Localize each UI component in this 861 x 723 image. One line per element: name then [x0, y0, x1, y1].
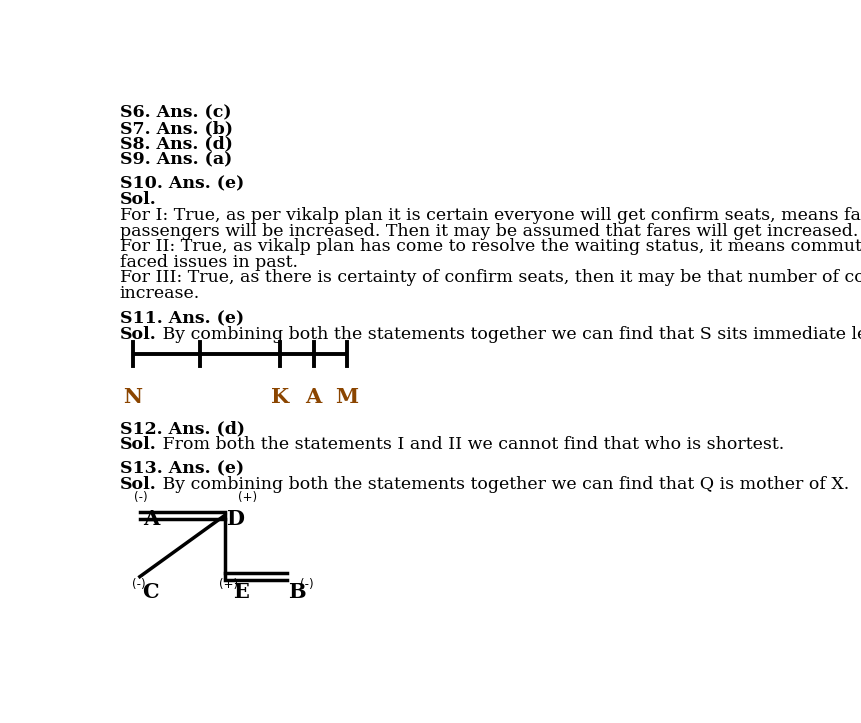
- Text: For II: True, as vikalp plan has come to resolve the waiting status, it means co: For II: True, as vikalp plan has come to…: [120, 238, 861, 255]
- Text: E: E: [232, 582, 248, 602]
- Text: Sol.: Sol.: [120, 476, 157, 494]
- Text: A: A: [143, 509, 159, 529]
- Text: (+): (+): [219, 578, 238, 591]
- Text: Sol.: Sol.: [120, 437, 157, 453]
- Text: By combining both the statements together we can find that S sits immediate left: By combining both the statements togethe…: [157, 326, 861, 343]
- Text: M: M: [335, 388, 358, 407]
- Text: For I: True, as per vikalp plan it is certain everyone will get confirm seats, m: For I: True, as per vikalp plan it is ce…: [120, 207, 861, 224]
- Text: S13. Ans. (e): S13. Ans. (e): [120, 461, 244, 478]
- Text: (-): (-): [132, 578, 146, 591]
- Text: S12. Ans. (d): S12. Ans. (d): [120, 421, 245, 438]
- Text: For III: True, as there is certainty of confirm seats, then it may be that numbe: For III: True, as there is certainty of …: [120, 270, 861, 286]
- Text: S7. Ans. (b): S7. Ans. (b): [120, 120, 232, 137]
- Text: B: B: [288, 582, 306, 602]
- Text: From both the statements I and II we cannot find that who is shortest.: From both the statements I and II we can…: [157, 437, 783, 453]
- Text: (-): (-): [134, 492, 148, 505]
- Text: K: K: [270, 388, 288, 407]
- Text: (-): (-): [300, 578, 313, 591]
- Text: S9. Ans. (a): S9. Ans. (a): [120, 151, 232, 168]
- Text: increase.: increase.: [120, 285, 200, 302]
- Text: By combining both the statements together we can find that Q is mother of X.: By combining both the statements togethe…: [157, 476, 848, 494]
- Text: C: C: [142, 582, 158, 602]
- Text: passengers will be increased. Then it may be assumed that fares will get increas: passengers will be increased. Then it ma…: [120, 223, 858, 239]
- Text: S11. Ans. (e): S11. Ans. (e): [120, 311, 244, 328]
- Text: A: A: [305, 388, 321, 407]
- Text: S8. Ans. (d): S8. Ans. (d): [120, 136, 232, 153]
- Text: S10. Ans. (e): S10. Ans. (e): [120, 176, 244, 193]
- Text: N: N: [123, 388, 143, 407]
- Text: Sol.: Sol.: [120, 192, 157, 208]
- Text: (+): (+): [238, 492, 257, 505]
- Text: faced issues in past.: faced issues in past.: [120, 254, 297, 271]
- Text: S6. Ans. (c): S6. Ans. (c): [120, 105, 231, 121]
- Text: Sol.: Sol.: [120, 326, 157, 343]
- Text: D: D: [226, 509, 244, 529]
